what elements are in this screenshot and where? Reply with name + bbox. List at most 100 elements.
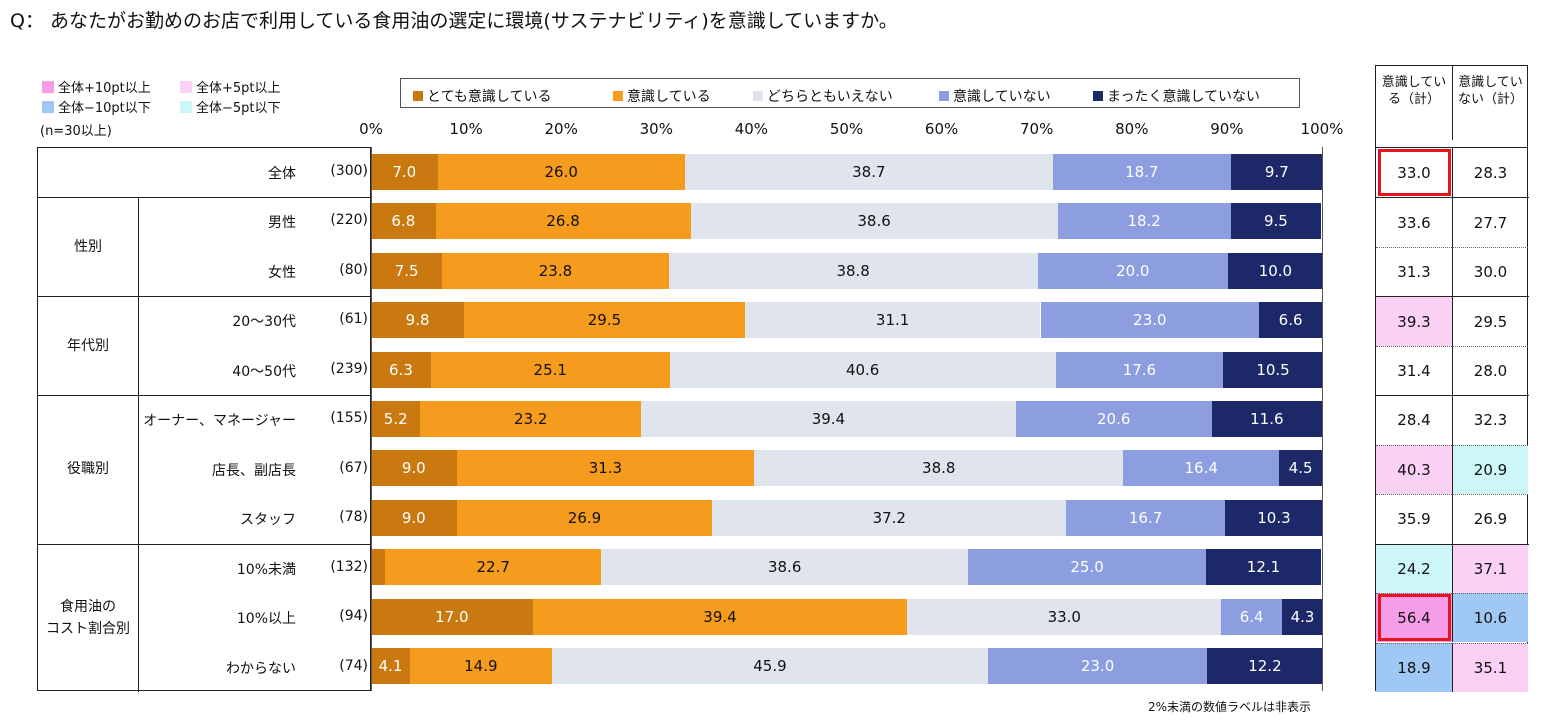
group-label: 性別 — [74, 238, 102, 255]
bar-segment: 6.8 — [371, 203, 436, 240]
bar-segment: 16.7 — [1066, 499, 1225, 536]
summary-group-divider — [1376, 296, 1529, 298]
bar-segment: 38.7 — [684, 153, 1053, 190]
summary-cell-aware: 18.9 — [1376, 642, 1452, 692]
row-label: わからない — [226, 660, 296, 677]
axis-line — [1322, 147, 1323, 691]
bar-segment: 38.8 — [754, 450, 1124, 487]
row-label: 40～50代 — [232, 363, 296, 380]
legend-label: 意識していない — [953, 89, 1051, 105]
bar-segment: 26.9 — [456, 499, 713, 536]
bar-segment: 4.1 — [371, 648, 410, 685]
bar-segment: 9.0 — [371, 450, 457, 487]
bar-segment: 16.4 — [1123, 450, 1280, 487]
summary-cell-unaware: 27.7 — [1452, 197, 1528, 247]
group-divider — [38, 197, 372, 199]
bar-segment: 31.3 — [456, 450, 755, 487]
footnote: 2%未満の数値ラベルは非表示 — [1148, 700, 1312, 714]
row-label: 10%未満 — [236, 561, 296, 578]
row-sample-size: (132) — [330, 558, 368, 575]
legend-swatch-icon — [1093, 91, 1103, 101]
summary-group-divider — [1376, 197, 1529, 199]
bar-segment: 17.6 — [1055, 351, 1224, 388]
row-label-table: 性別 年代別 役職別 食用油の コスト割合別 全体 (300) 男性 (220) 女性 (80) 2… — [37, 147, 372, 692]
x-tick-label: 90% — [1210, 120, 1244, 138]
legend-entry: とても意識している — [413, 86, 551, 106]
summary-cell-unaware: 32.3 — [1452, 395, 1528, 445]
summary-cell-unaware: 29.5 — [1452, 296, 1528, 346]
row-label: スタッフ — [240, 512, 296, 529]
summary-cell-aware: 39.3 — [1376, 296, 1452, 346]
row-sample-size: (61) — [339, 311, 368, 328]
group-label: 食用油の コスト割合別 — [46, 598, 130, 637]
legend-swatch-icon — [939, 91, 949, 101]
summary-group-divider — [1376, 395, 1529, 397]
bar-segment: 45.9 — [551, 648, 989, 685]
axis-line — [371, 147, 372, 691]
bar-segment: 23.0 — [988, 648, 1207, 685]
bar-segment: 29.5 — [464, 302, 745, 339]
row-sample-size: (67) — [339, 459, 368, 476]
legend-label: 意識している — [627, 89, 711, 105]
x-tick-label: 20% — [544, 120, 578, 138]
bar-segment: 31.1 — [744, 302, 1041, 339]
legend-swatch-icon — [753, 91, 763, 101]
bar-segment: 9.7 — [1230, 153, 1323, 190]
summary-cell-unaware: 20.9 — [1452, 444, 1528, 495]
legend-label: どちらともいえない — [767, 89, 893, 105]
highlight-legend-item: 全体−5pt以下 — [180, 97, 281, 116]
bar-segment: 9.5 — [1230, 203, 1322, 240]
bar-segment: 38.6 — [601, 549, 969, 586]
legend-entry: まったく意識していない — [1093, 86, 1260, 106]
bar-segment: 33.0 — [907, 598, 1222, 635]
summary-group-divider — [1376, 543, 1529, 545]
summary-cell-aware: 31.3 — [1376, 246, 1452, 296]
x-tick-label: 100% — [1300, 120, 1344, 138]
x-tick-label: 40% — [734, 120, 769, 138]
x-tick-label: 70% — [1020, 120, 1054, 138]
bar-segment: 18.7 — [1052, 153, 1231, 190]
bar-segment: 9.0 — [371, 499, 457, 536]
sample-size-note: (n=30以上) — [40, 124, 112, 139]
row-sample-size: (80) — [339, 261, 368, 278]
bar-segment: 25.0 — [968, 549, 1206, 586]
bar-segment: 20.0 — [1037, 252, 1228, 289]
legend-label: とても意識している — [427, 89, 552, 105]
bar-segment: 18.2 — [1057, 203, 1231, 240]
row-sample-size: (239) — [330, 360, 368, 377]
bar-segment: 9.8 — [371, 302, 465, 339]
summary-cell-aware: 40.3 — [1376, 444, 1452, 495]
legend-swatch-icon — [413, 91, 423, 101]
bar-segment: 22.7 — [385, 549, 602, 586]
summary-table: 33.0 28.3 33.6 27.7 31.3 30.0 39.3 29.5 31.4 28.0… — [1375, 147, 1529, 692]
x-tick-label: 30% — [639, 120, 673, 138]
summary-cell-aware: 28.4 — [1376, 395, 1452, 444]
question-title: Q： あなたがお勤めのお店で利用している食用油の選定に環境(サステナビリティ)を… — [10, 10, 898, 32]
summary-cell-unaware: 26.9 — [1452, 494, 1528, 544]
highlight-frame — [1378, 149, 1451, 197]
bar-segment: 17.0 — [371, 598, 533, 635]
bar-segment: 39.4 — [641, 400, 1016, 437]
bar-segment: 25.1 — [430, 351, 670, 388]
row-sample-size: (74) — [339, 657, 368, 674]
row-label: 20～30代 — [232, 314, 296, 331]
bar-segment: 39.4 — [532, 598, 908, 635]
bar-segment: 40.6 — [669, 351, 1056, 388]
bar-segment: 23.8 — [442, 252, 669, 289]
summary-cell-aware: 56.4 — [1376, 593, 1452, 643]
legend-entry: どちらともいえない — [753, 86, 893, 106]
bar-segment: 5.2 — [371, 400, 421, 437]
group-column-divider — [138, 543, 139, 692]
bar-segment: 10.0 — [1227, 252, 1323, 289]
bar-segment: 23.2 — [420, 400, 642, 437]
summary-cell-aware: 24.2 — [1376, 543, 1452, 594]
summary-cell-unaware: 28.0 — [1452, 345, 1528, 396]
swatch-icon — [42, 81, 54, 93]
row-sample-size: (220) — [330, 212, 368, 229]
bar-segment: 10.3 — [1224, 499, 1323, 536]
bar-segment: 14.9 — [409, 648, 552, 685]
row-sample-size: (155) — [330, 410, 368, 427]
x-tick-label: 80% — [1115, 120, 1149, 138]
row-sample-size: (300) — [330, 163, 368, 179]
highlight-legend-item: 全体−10pt以下 — [42, 97, 151, 116]
